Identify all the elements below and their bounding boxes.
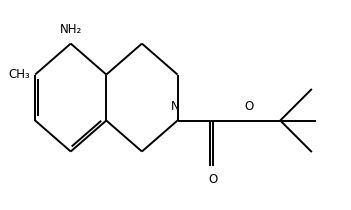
Text: CH₃: CH₃: [9, 68, 31, 81]
Text: NH₂: NH₂: [60, 23, 82, 36]
Text: N: N: [171, 100, 180, 113]
Text: O: O: [244, 100, 253, 113]
Text: O: O: [208, 173, 218, 186]
